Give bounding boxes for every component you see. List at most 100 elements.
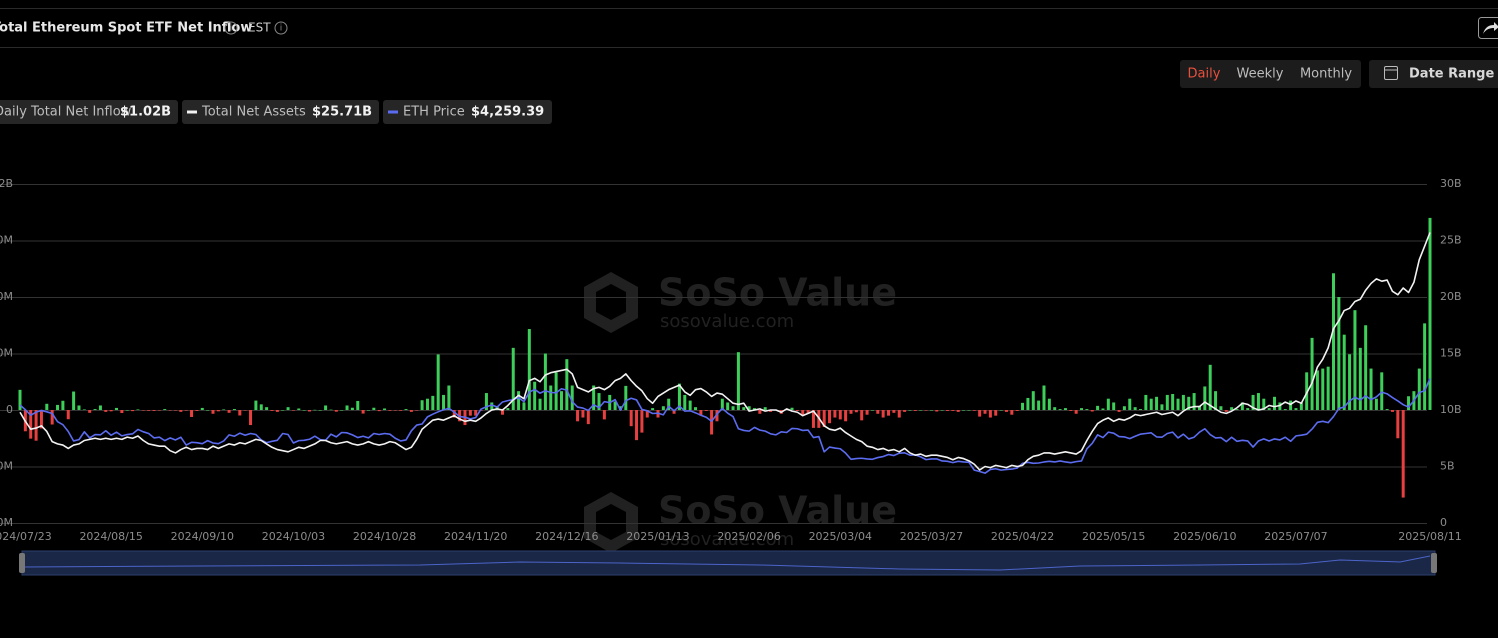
bar [1342,334,1346,410]
bar [232,409,236,410]
bar [978,410,982,417]
bar [1423,323,1427,410]
bar [790,407,794,410]
legend-chip[interactable] [182,100,379,124]
bar [1096,405,1100,410]
bar [361,410,365,414]
bar [366,410,370,411]
bar [1283,409,1287,410]
bar [527,329,531,410]
bar [1117,410,1121,412]
legend-label: ETH Price [403,105,465,120]
bar [1246,408,1250,410]
period-button[interactable]: Weekly [1237,67,1284,82]
info-icon[interactable]: i [274,21,288,35]
bar [163,409,167,410]
bar [302,410,306,411]
bar [624,385,628,410]
legend-chip[interactable] [0,100,178,124]
y-tick-label: 300M [0,347,13,360]
bar [468,410,472,416]
x-tick-label: 2025/06/10 [1173,530,1236,543]
bar [1374,398,1378,410]
bar [1149,398,1153,410]
bar [640,410,644,433]
bar [501,410,505,415]
bar [1369,368,1373,410]
bar [1197,406,1201,410]
bar [1331,273,1335,410]
bar [1251,394,1255,410]
bar [1171,393,1175,410]
bar [613,401,617,410]
bar [452,410,456,418]
bar [1021,402,1025,410]
bar [1289,400,1293,410]
bar [559,391,563,410]
bar [222,409,226,410]
bar [570,385,574,410]
y-tick-label: 900M [0,234,13,247]
bar [677,383,681,410]
bar [1128,398,1132,410]
x-tick-label: 2024/07/23 [0,530,52,543]
y-tick-label: -300M [0,460,13,473]
x-tick-label: 2025/03/27 [900,530,963,543]
bar [254,400,258,410]
bar [18,389,22,410]
date-range-button[interactable]: Date Range [1369,60,1498,88]
bar [618,406,622,410]
bar [120,410,124,414]
bar [1090,410,1094,412]
bar [795,410,799,411]
bar [1026,397,1030,410]
period-button[interactable]: Daily [1188,67,1221,82]
share-button[interactable] [1478,17,1498,39]
bar [1310,337,1314,410]
bar [811,410,815,428]
bar [77,405,81,410]
legend-value: $1.02B [120,105,171,120]
bar [661,406,665,410]
bar [860,410,864,421]
watermark-brand: SoSo Value [658,489,897,533]
bar [259,404,263,410]
bar [1085,409,1089,410]
x-tick-label: 2025/04/22 [991,530,1054,543]
timezone[interactable]: EST [248,21,271,35]
period-button[interactable]: Monthly [1300,67,1352,82]
bar [345,405,349,410]
bar [334,410,338,412]
legend-label: Daily Total Net Inflow [0,105,132,120]
bar [1224,410,1228,412]
bar [1053,407,1057,410]
info-icon[interactable]: i [224,21,238,35]
date-range-label[interactable]: Date Range [1409,67,1494,82]
navigator[interactable] [19,550,1437,576]
bar [286,407,290,410]
bar [404,409,408,410]
bar [29,410,33,439]
bar [1315,370,1319,410]
bar [629,410,633,427]
bar [265,407,269,410]
bar [356,400,360,410]
bar [1396,410,1400,439]
bar [1230,407,1234,410]
bar [694,407,698,410]
bar [1176,398,1180,410]
legend-chip[interactable] [383,100,552,124]
bar [865,410,869,415]
bar [474,410,478,416]
bar [833,410,837,418]
legend-label: Total Net Assets [201,105,306,120]
bar [554,372,558,410]
bar [972,410,976,411]
bar [635,410,639,441]
bar [935,410,939,412]
bar [324,405,328,410]
bar [431,395,435,410]
bar [179,410,183,412]
bar [645,410,649,418]
